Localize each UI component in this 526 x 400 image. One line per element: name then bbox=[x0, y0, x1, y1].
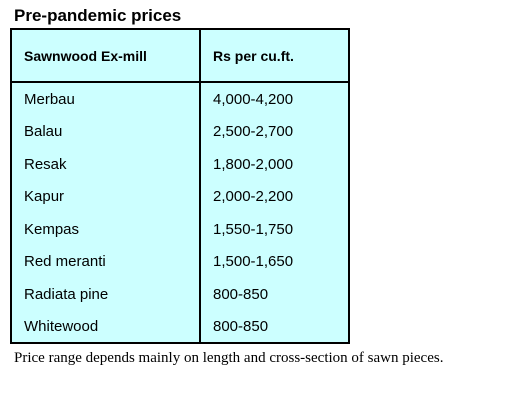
footnote: Price range depends mainly on length and… bbox=[14, 350, 444, 366]
species-cell: Balau bbox=[12, 115, 201, 148]
price-table-container: Sawnwood Ex-mill Rs per cu.ft. Merbau 4,… bbox=[10, 28, 350, 344]
table-row: Radiata pine 800-850 bbox=[12, 278, 348, 311]
table-row: Kapur 2,000-2,200 bbox=[12, 180, 348, 213]
species-cell: Kempas bbox=[12, 213, 201, 246]
table-row: Whitewood 800-850 bbox=[12, 310, 348, 343]
species-cell: Radiata pine bbox=[12, 278, 201, 311]
table-row: Kempas 1,550-1,750 bbox=[12, 213, 348, 246]
price-cell: 2,500-2,700 bbox=[213, 123, 294, 141]
price-cell: 4,000-4,200 bbox=[213, 90, 294, 108]
price-cell: 1,550-1,750 bbox=[213, 220, 294, 238]
species-cell: Red meranti bbox=[12, 245, 201, 278]
table-header-row: Sawnwood Ex-mill Rs per cu.ft. bbox=[12, 30, 348, 83]
species-cell: Whitewood bbox=[12, 310, 201, 343]
price-cell: 1,500-1,650 bbox=[213, 253, 294, 271]
page-title: Pre-pandemic prices bbox=[14, 6, 182, 25]
price-cell: 2,000-2,200 bbox=[213, 188, 294, 206]
price-cell: 800-850 bbox=[213, 285, 269, 303]
table-row: Resak 1,800-2,000 bbox=[12, 148, 348, 181]
price-cell: 800-850 bbox=[213, 318, 269, 336]
species-cell: Merbau bbox=[12, 82, 201, 116]
species-cell: Resak bbox=[12, 148, 201, 181]
table-row: Balau 2,500-2,700 bbox=[12, 115, 348, 148]
column-header-price: Rs per cu.ft. bbox=[200, 30, 348, 83]
species-cell: Kapur bbox=[12, 180, 201, 213]
column-header-sawnwood: Sawnwood Ex-mill bbox=[12, 30, 201, 83]
table-row: Merbau 4,000-4,200 bbox=[12, 82, 348, 116]
price-table: Sawnwood Ex-mill Rs per cu.ft. Merbau 4,… bbox=[12, 30, 348, 343]
table-row: Red meranti 1,500-1,650 bbox=[12, 245, 348, 278]
price-cell: 1,800-2,000 bbox=[213, 155, 294, 173]
